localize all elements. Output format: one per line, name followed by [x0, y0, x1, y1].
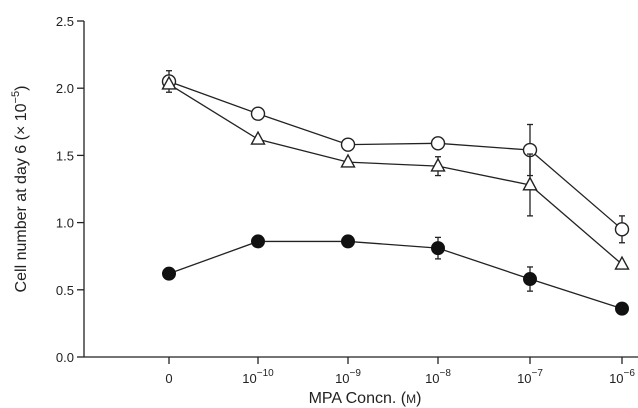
data-point-open-circle	[614, 222, 630, 237]
y-axis: 0.0 0.5 1.0 1.5 2.0 2.5	[56, 14, 85, 365]
data-point-open-triangle	[340, 153, 356, 168]
x-tick-label: 10−9	[335, 368, 361, 386]
data-point-open-triangle	[161, 75, 177, 90]
data-point-filled-circle	[162, 266, 176, 281]
y-tick-label: 1.0	[56, 216, 74, 231]
data-point-open-triangle	[430, 157, 446, 172]
x-tick-label: 0	[165, 371, 172, 386]
x-tick-label: 10−8	[425, 368, 451, 386]
series-line	[168, 83, 623, 265]
y-tick-label: 1.5	[56, 148, 74, 163]
data-point-open-circle	[430, 136, 446, 151]
series-open-circle	[161, 70, 630, 244]
data-point-open-circle	[250, 106, 266, 121]
series-layer	[161, 70, 630, 316]
x-tick-label: 10−6	[609, 368, 635, 386]
y-tick-label: 0.5	[56, 283, 74, 298]
data-point-open-triangle	[614, 255, 630, 270]
data-point-open-circle	[340, 137, 356, 152]
data-point-open-triangle	[522, 176, 538, 191]
data-point-filled-circle	[251, 234, 265, 249]
series-line	[168, 240, 623, 310]
series-open-triangle	[161, 75, 630, 270]
series-line	[168, 80, 623, 230]
y-axis-title: Cell number at day 6 (× 10−5)	[10, 86, 30, 293]
x-axis: 0 10−10 10−9 10−8 10−7 10−6	[84, 356, 638, 386]
data-point-filled-circle	[431, 241, 445, 256]
series-filled-circle	[162, 234, 629, 316]
y-tick-label: 2.0	[56, 81, 74, 96]
x-tick-label: 10−7	[517, 368, 543, 386]
data-point-filled-circle	[615, 301, 629, 316]
data-point-filled-circle	[523, 272, 537, 287]
x-axis-title: MPA Concn. (M)	[309, 390, 422, 407]
y-tick-label: 0.0	[56, 350, 74, 365]
y-tick-label: 2.5	[56, 14, 74, 29]
data-point-filled-circle	[341, 234, 355, 249]
x-tick-label: 10−10	[242, 368, 274, 386]
data-point-open-triangle	[250, 130, 266, 145]
